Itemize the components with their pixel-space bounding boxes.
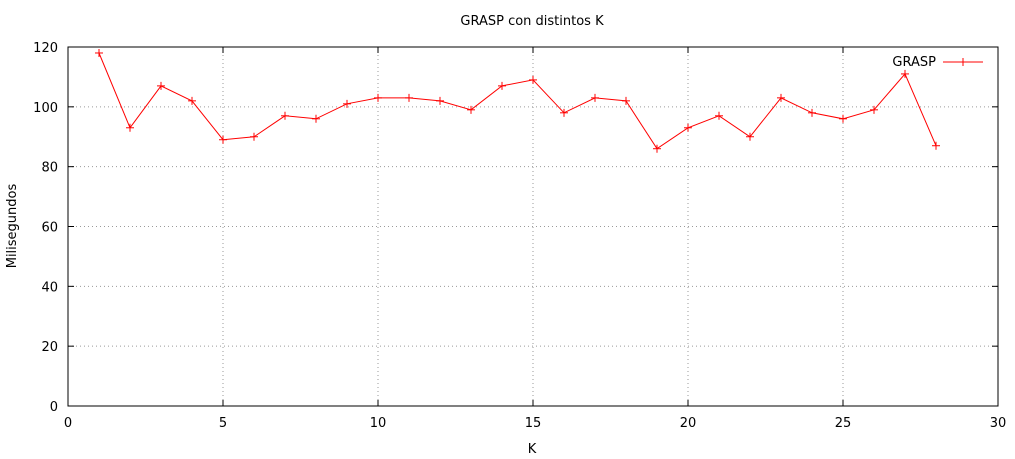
data-point <box>281 111 289 120</box>
chart-title: GRASP con distintos K <box>460 14 604 29</box>
legend-label-grasp: GRASP <box>892 55 936 70</box>
x-tick-label: 15 <box>525 416 542 431</box>
y-tick-label: 60 <box>41 221 58 236</box>
y-tick-label: 0 <box>50 400 58 415</box>
axis-ticks <box>67 46 999 407</box>
x-axis-label: K <box>528 442 537 457</box>
data-point <box>95 48 103 57</box>
data-point <box>932 141 940 150</box>
series-grasp <box>95 48 940 153</box>
data-point <box>839 114 847 123</box>
x-axis-tick-labels: 0 5 10 15 20 25 30 <box>64 416 1006 431</box>
data-point <box>622 96 630 105</box>
y-tick-label: 120 <box>33 41 58 56</box>
grid <box>68 47 998 406</box>
data-point <box>684 123 692 132</box>
x-tick-label: 0 <box>64 416 72 431</box>
data-point <box>312 114 320 123</box>
legend: GRASP <box>892 55 983 70</box>
data-point <box>343 99 351 108</box>
y-tick-label: 80 <box>41 161 58 176</box>
data-point <box>498 81 506 90</box>
data-point <box>126 123 134 132</box>
x-tick-label: 20 <box>680 416 697 431</box>
x-tick-label: 25 <box>835 416 852 431</box>
data-point <box>777 93 785 102</box>
y-axis-tick-labels: 0 20 40 60 80 100 120 <box>33 41 58 415</box>
data-point <box>715 111 723 120</box>
data-point <box>560 108 568 117</box>
legend-marker-grasp <box>959 58 967 66</box>
data-point <box>219 135 227 144</box>
x-tick-label: 10 <box>370 416 387 431</box>
data-point <box>808 108 816 117</box>
data-point <box>901 69 909 78</box>
y-tick-label: 20 <box>41 340 58 355</box>
data-point <box>870 105 878 114</box>
data-point <box>467 105 475 114</box>
y-axis-label: Milisegundos <box>5 184 20 269</box>
series-line <box>98 52 937 150</box>
data-point <box>746 132 754 141</box>
data-point <box>374 93 382 102</box>
y-tick-label: 100 <box>33 101 58 116</box>
y-tick-label: 40 <box>41 280 58 295</box>
data-point <box>405 93 413 102</box>
data-point <box>250 132 258 141</box>
x-tick-label: 5 <box>219 416 227 431</box>
data-point <box>653 144 661 153</box>
data-point <box>436 96 444 105</box>
data-point <box>591 93 599 102</box>
x-tick-label: 30 <box>990 416 1007 431</box>
data-point <box>157 81 165 90</box>
data-point <box>529 75 537 84</box>
data-point <box>188 96 196 105</box>
